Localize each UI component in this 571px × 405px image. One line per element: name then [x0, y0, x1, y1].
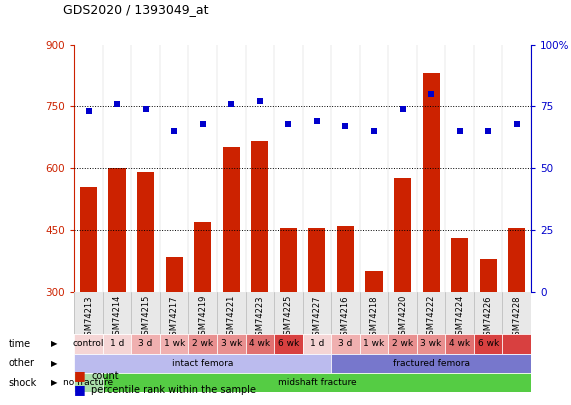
Bar: [417, 334, 445, 354]
Text: GSM74225: GSM74225: [284, 295, 293, 340]
Bar: [194, 222, 211, 292]
Bar: [451, 238, 468, 292]
Bar: [280, 228, 297, 292]
Bar: [74, 354, 331, 373]
Text: GSM74227: GSM74227: [312, 295, 321, 341]
Text: GSM74214: GSM74214: [112, 295, 122, 340]
Bar: [365, 271, 383, 292]
Text: 1 d: 1 d: [110, 339, 124, 348]
Bar: [388, 334, 417, 354]
Text: fractured femora: fractured femora: [393, 359, 469, 368]
Text: 6 wk: 6 wk: [278, 339, 299, 348]
Text: time: time: [9, 339, 31, 349]
Text: 1 wk: 1 wk: [163, 339, 185, 348]
Text: GSM74226: GSM74226: [484, 295, 493, 341]
Bar: [502, 334, 531, 354]
Text: 1 d: 1 d: [309, 339, 324, 348]
Text: GSM74223: GSM74223: [255, 295, 264, 341]
Text: GSM74218: GSM74218: [369, 295, 379, 341]
Text: GSM74228: GSM74228: [512, 295, 521, 341]
Text: ▶: ▶: [51, 359, 58, 368]
Bar: [303, 334, 331, 354]
Text: ■: ■: [74, 369, 86, 382]
Bar: [423, 73, 440, 292]
Bar: [394, 178, 411, 292]
Bar: [80, 187, 97, 292]
Text: 3 wk: 3 wk: [220, 339, 242, 348]
Bar: [131, 334, 160, 354]
Bar: [74, 373, 103, 392]
Text: midshaft fracture: midshaft fracture: [278, 378, 356, 387]
Bar: [246, 334, 274, 354]
Bar: [160, 334, 188, 354]
Text: 1 wk: 1 wk: [363, 339, 385, 348]
Bar: [337, 226, 354, 292]
Text: GDS2020 / 1393049_at: GDS2020 / 1393049_at: [63, 3, 208, 16]
Text: 3 wk: 3 wk: [420, 339, 442, 348]
Bar: [251, 141, 268, 292]
Bar: [223, 147, 240, 292]
Bar: [74, 334, 103, 354]
Text: GSM74222: GSM74222: [427, 295, 436, 340]
Text: GSM74219: GSM74219: [198, 295, 207, 340]
Text: 3 d: 3 d: [138, 339, 153, 348]
Bar: [445, 334, 474, 354]
Text: 6 wk: 6 wk: [477, 339, 499, 348]
Bar: [108, 168, 126, 292]
Text: percentile rank within the sample: percentile rank within the sample: [91, 385, 256, 395]
Text: GSM74215: GSM74215: [141, 295, 150, 340]
Text: control: control: [73, 339, 104, 348]
Text: 2 wk: 2 wk: [392, 339, 413, 348]
Bar: [360, 334, 388, 354]
Bar: [508, 228, 525, 292]
Text: 2 wk: 2 wk: [192, 339, 213, 348]
Bar: [274, 334, 303, 354]
Text: GSM74220: GSM74220: [398, 295, 407, 340]
Bar: [166, 257, 183, 292]
Bar: [308, 228, 325, 292]
Text: GSM74217: GSM74217: [170, 295, 179, 341]
Bar: [474, 334, 502, 354]
Text: no fracture: no fracture: [63, 378, 114, 387]
Text: 4 wk: 4 wk: [250, 339, 270, 348]
Bar: [103, 334, 131, 354]
Text: GSM74216: GSM74216: [341, 295, 350, 341]
Text: ▶: ▶: [51, 339, 58, 348]
Bar: [331, 334, 360, 354]
Text: count: count: [91, 371, 119, 381]
Bar: [331, 354, 531, 373]
Text: ■: ■: [74, 384, 86, 396]
Text: GSM74224: GSM74224: [455, 295, 464, 340]
Text: shock: shock: [9, 378, 37, 388]
Bar: [480, 259, 497, 292]
Text: 4 wk: 4 wk: [449, 339, 470, 348]
Text: GSM74221: GSM74221: [227, 295, 236, 340]
Text: intact femora: intact femora: [172, 359, 234, 368]
Text: GSM74213: GSM74213: [84, 295, 93, 341]
Bar: [137, 172, 154, 292]
Text: other: other: [9, 358, 35, 368]
Bar: [188, 334, 217, 354]
Bar: [217, 334, 246, 354]
Text: 3 d: 3 d: [338, 339, 353, 348]
Text: ▶: ▶: [51, 378, 58, 387]
